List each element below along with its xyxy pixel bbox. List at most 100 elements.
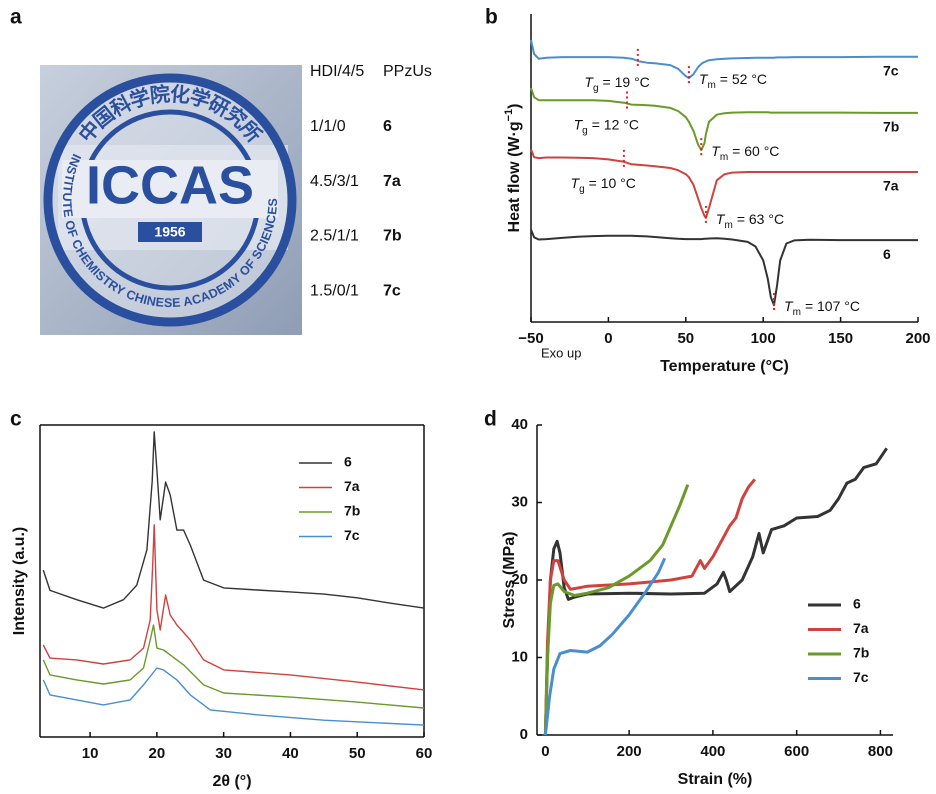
table-header: PPzUs — [383, 63, 432, 80]
x-tick-label: −50 — [518, 330, 543, 347]
annotation-subscript: g — [593, 83, 599, 94]
series-line — [530, 149, 918, 219]
x-tick-label: 0 — [541, 743, 549, 760]
legend-label: 6 — [853, 596, 861, 612]
series-line — [543, 484, 690, 736]
legend-label: 7c — [853, 669, 869, 685]
logo-band — [62, 160, 278, 218]
x-tick-label: 0 — [604, 330, 612, 347]
annotation-symbol: T — [574, 116, 584, 132]
annotation-symbol: T — [584, 74, 594, 90]
y-tick-label: 20 — [511, 571, 528, 588]
photo: ICCAS 1956 中国科学院化学研究所 INSTITUTE OF CHEMI… — [40, 65, 302, 335]
annotation-text: = 19 °C — [603, 74, 650, 90]
x-tick-label: 60 — [416, 745, 433, 762]
annotation: Tm = 107 °C — [784, 298, 860, 318]
x-tick-label: 40 — [282, 745, 299, 762]
panel-label: b — [485, 6, 498, 29]
x-tick-label: 50 — [677, 330, 694, 347]
y-axis-label-part: Stress (MPa) — [501, 532, 518, 629]
annotation: Tm = 60 °C — [711, 143, 779, 163]
annotation-symbol: T — [571, 175, 581, 191]
x-tick-label: 400 — [700, 743, 725, 760]
annotation: Tg = 19 °C — [584, 74, 649, 94]
series-label: 7b — [883, 119, 899, 135]
y-axis-label: Heat flow (W·g−1) — [503, 104, 523, 233]
chart: b −50 0 50 100 150 200 Temperature (°C) Heat flo… — [485, 6, 931, 376]
y-tick-label: 0 — [520, 726, 528, 743]
series-line — [530, 229, 918, 307]
series-label: 7c — [883, 63, 899, 79]
panel-label: d — [484, 408, 497, 431]
annotation-subscript: m — [720, 152, 728, 163]
annotation: Tg = 12 °C — [574, 116, 639, 136]
x-tick-label: 150 — [828, 330, 853, 347]
chart: d 0 200 400 600 800 0 10 20 30 40 Strain (%) Stress … — [484, 408, 893, 788]
series-label: 6 — [883, 246, 891, 262]
logo-year-box — [138, 222, 202, 242]
table-cell: 7a — [383, 173, 401, 190]
y-axis-label-part: Heat flow (W·g — [506, 121, 523, 232]
annotation: Tg = 10 °C — [571, 175, 636, 195]
y-tick-label: 10 — [511, 648, 528, 665]
annotation-text: = 12 °C — [592, 116, 639, 132]
annotation-text: = 63 °C — [737, 211, 784, 227]
legend-label: 7a — [344, 478, 360, 494]
x-tick-label: 800 — [868, 743, 893, 760]
table-cell: 6 — [383, 118, 392, 135]
legend-label: 6 — [344, 454, 352, 470]
annotation-text: = 52 °C — [720, 71, 767, 87]
annotation: Tm = 63 °C — [716, 211, 784, 231]
annotation-subscript: g — [582, 126, 588, 137]
series-line — [530, 87, 918, 152]
table-header: HDI/4/5 — [310, 63, 364, 80]
annotation-subscript: m — [707, 80, 715, 91]
x-tick-label: 200 — [905, 330, 930, 347]
panel-label: a — [10, 6, 22, 29]
logo-name: ICCAS — [86, 155, 254, 215]
annotation-symbol: T — [711, 143, 721, 159]
x-tick-label: 100 — [751, 330, 776, 347]
panel-label: c — [10, 408, 22, 431]
annotation-subscript: m — [793, 307, 801, 318]
table-cell: 7b — [383, 228, 402, 245]
y-axis-label-part: ) — [506, 104, 523, 109]
x-axis-label: Strain (%) — [678, 771, 753, 788]
annotation-symbol: T — [784, 298, 794, 314]
x-tick-label: 30 — [215, 745, 232, 762]
annotation-text: = 10 °C — [589, 175, 636, 191]
note: Exo up — [541, 345, 581, 360]
x-tick-label: 200 — [617, 743, 642, 760]
x-axis-label: 2θ (°) — [212, 773, 251, 790]
series-line — [543, 478, 756, 736]
composition-table: HDI/4/5 PPzUs 1/1/0 6 4.5/3/1 7a 2.5/1/1 7b 1.5/… — [310, 63, 432, 299]
series-line — [42, 524, 425, 691]
x-tick-label: 50 — [349, 745, 366, 762]
annotation-text: = 60 °C — [732, 143, 779, 159]
series-label: 7a — [883, 178, 899, 194]
annotation-symbol: T — [716, 211, 726, 227]
series-line — [543, 557, 667, 736]
table-cell: 1.5/0/1 — [310, 282, 359, 299]
y-axis-label: Intensity (a.u.) — [11, 527, 28, 635]
y-tick-label: 30 — [511, 493, 528, 510]
table-cell: 1/1/0 — [310, 118, 346, 135]
annotation: Tm = 52 °C — [699, 71, 767, 91]
series-line — [543, 447, 888, 736]
annotation-symbol: T — [699, 71, 709, 87]
series-line — [42, 431, 425, 609]
annotation-subscript: m — [724, 220, 732, 231]
table-cell: 2.5/1/1 — [310, 228, 359, 245]
series-line — [42, 624, 425, 709]
x-tick-label: 20 — [149, 745, 166, 762]
annotation-text: = 107 °C — [805, 298, 860, 314]
annotation-subscript: g — [579, 184, 585, 195]
table-cell: 7c — [383, 282, 401, 299]
table-cell: 4.5/3/1 — [310, 173, 359, 190]
chart: c 10 20 30 40 50 60 2θ (°) Intensity (a.u.) 6 7a 7b… — [10, 408, 432, 791]
logo-year: 1956 — [154, 224, 185, 240]
y-tick-label: 40 — [511, 416, 528, 433]
series-line — [42, 667, 425, 726]
legend-label: 7b — [853, 645, 869, 661]
